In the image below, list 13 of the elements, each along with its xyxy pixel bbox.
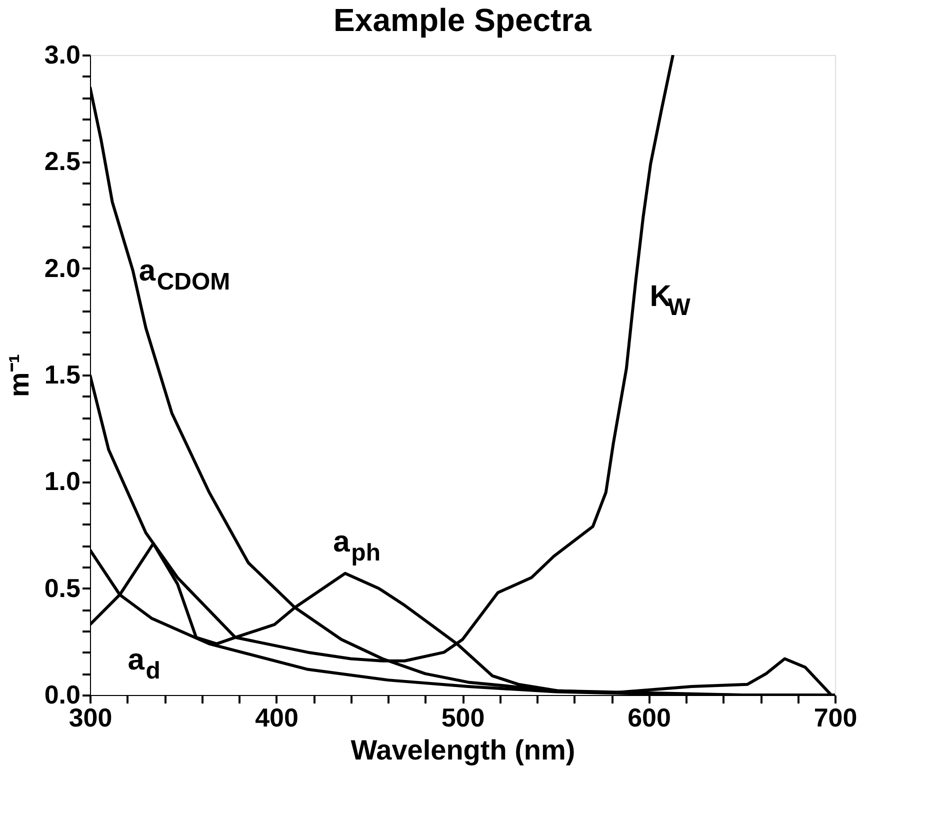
y-tick-label: 2.0 <box>44 252 80 283</box>
y-tick-label: 1.0 <box>44 466 80 496</box>
y-axis-title: m⁻¹ <box>3 354 34 398</box>
y-tick-label: 0.5 <box>44 572 80 603</box>
x-axis-title: Wavelength (nm) <box>350 734 576 766</box>
y-tick-label: 1.5 <box>44 360 80 390</box>
y-tick-label: 3.0 <box>44 40 80 70</box>
chart-title: Example Spectra <box>334 2 592 38</box>
x-tick-label: 600 <box>628 702 671 732</box>
y-tick-label: 2.5 <box>44 146 80 176</box>
x-tick-label: 500 <box>441 702 485 732</box>
x-tick-label: 400 <box>255 702 298 732</box>
x-tick-label: 700 <box>814 702 858 732</box>
